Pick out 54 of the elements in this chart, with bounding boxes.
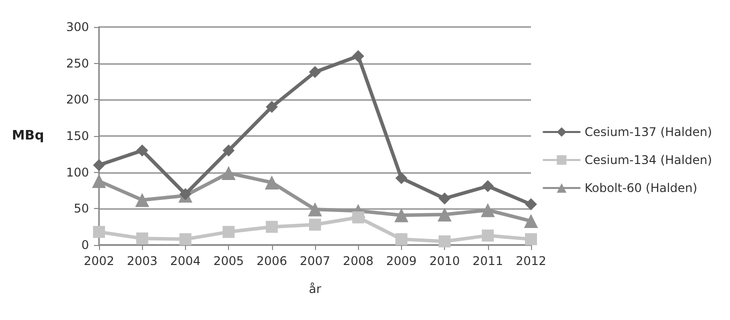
x-axis-title: år bbox=[308, 282, 322, 296]
x-tick-label: 2002 bbox=[84, 254, 114, 268]
y-tick-label: 200 bbox=[66, 92, 89, 107]
point bbox=[438, 207, 452, 222]
x-tick-label: 2009 bbox=[386, 254, 417, 268]
point bbox=[264, 176, 279, 190]
x-tick-label: 2010 bbox=[429, 254, 460, 268]
point bbox=[438, 192, 451, 204]
y-tick-label: 150 bbox=[66, 129, 89, 143]
point bbox=[92, 174, 106, 188]
y-tick-label: 50 bbox=[74, 202, 89, 216]
point bbox=[136, 232, 148, 244]
point bbox=[222, 226, 235, 238]
x-tick-label: 2011 bbox=[472, 254, 504, 268]
point bbox=[395, 172, 408, 184]
point bbox=[266, 220, 278, 233]
y-axis-title: MBq bbox=[12, 128, 44, 144]
y-tick-label: 250 bbox=[66, 56, 89, 70]
x-tick-label: 2012 bbox=[516, 254, 546, 268]
point bbox=[266, 100, 278, 113]
point bbox=[438, 235, 451, 248]
x-tick-label: 2004 bbox=[170, 254, 201, 268]
point bbox=[395, 233, 408, 246]
x-tick-label: 2007 bbox=[300, 254, 330, 268]
point bbox=[309, 218, 321, 231]
x-tick-label: 2003 bbox=[126, 254, 158, 268]
point bbox=[394, 208, 408, 222]
point bbox=[222, 144, 235, 157]
y-tick-label: 0 bbox=[81, 238, 89, 252]
point bbox=[309, 66, 321, 78]
x-tick-label: 2005 bbox=[213, 254, 244, 268]
point bbox=[308, 202, 322, 216]
point bbox=[480, 203, 495, 218]
point bbox=[136, 144, 148, 157]
point bbox=[525, 233, 537, 246]
point bbox=[482, 180, 494, 192]
point bbox=[135, 192, 150, 207]
point bbox=[93, 226, 105, 238]
point bbox=[352, 50, 364, 62]
point bbox=[525, 198, 537, 210]
legend-label: Kobolt-60 (Halden) bbox=[584, 181, 698, 195]
point bbox=[482, 230, 494, 242]
y-tick-label: 300 bbox=[66, 20, 89, 34]
x-tick-label: 2006 bbox=[256, 254, 288, 268]
y-tick-label: 100 bbox=[66, 165, 89, 180]
point bbox=[222, 166, 236, 180]
point bbox=[179, 233, 192, 246]
x-tick-label: 2008 bbox=[342, 254, 374, 268]
legend-label: Cesium-134 (Halden) bbox=[584, 153, 712, 167]
point bbox=[524, 214, 538, 228]
point bbox=[179, 188, 192, 200]
point bbox=[93, 159, 105, 172]
point bbox=[352, 211, 364, 224]
legend-label: Cesium-137 (Halden) bbox=[584, 125, 712, 139]
